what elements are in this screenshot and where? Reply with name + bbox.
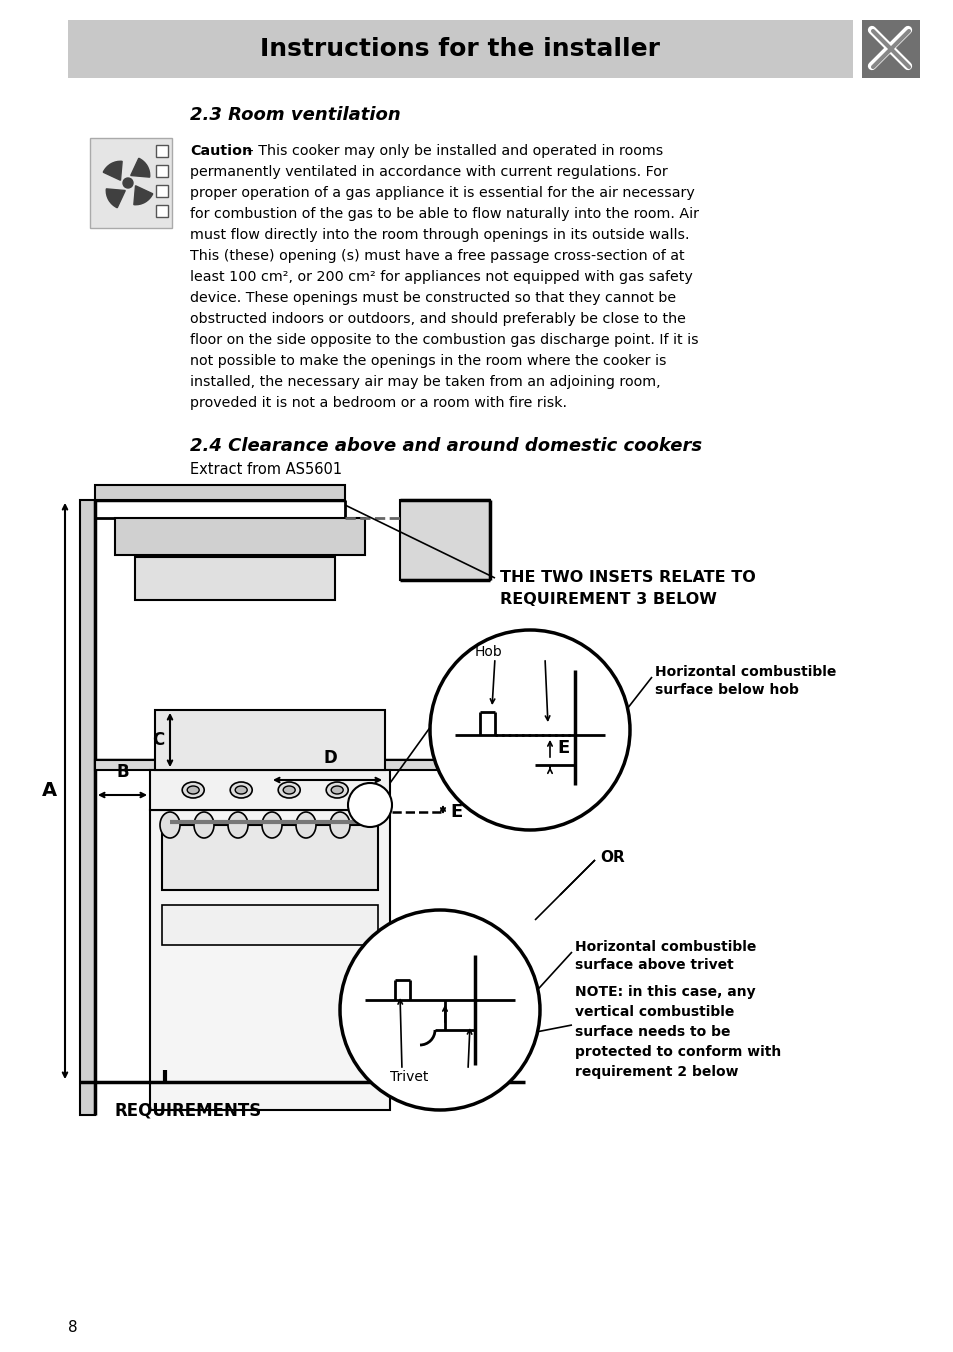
Text: obstructed indoors or outdoors, and should preferably be close to the: obstructed indoors or outdoors, and shou… xyxy=(190,312,685,326)
Ellipse shape xyxy=(160,813,180,838)
Text: REQUIREMENTS: REQUIREMENTS xyxy=(115,1102,262,1119)
Ellipse shape xyxy=(235,786,247,794)
Ellipse shape xyxy=(182,781,204,798)
Text: surface needs to be: surface needs to be xyxy=(575,1025,730,1038)
Bar xyxy=(135,557,335,600)
Wedge shape xyxy=(133,185,152,204)
Wedge shape xyxy=(106,189,125,208)
Text: Horizontal combustible: Horizontal combustible xyxy=(575,940,756,955)
Text: must flow directly into the room through openings in its outside walls.: must flow directly into the room through… xyxy=(190,228,689,242)
Text: proveded it is not a bedroom or a room with fire risk.: proveded it is not a bedroom or a room w… xyxy=(190,396,566,410)
Text: Instructions for the installer: Instructions for the installer xyxy=(260,37,659,61)
Ellipse shape xyxy=(330,813,350,838)
Text: D: D xyxy=(323,749,336,767)
Text: Extract from AS5601: Extract from AS5601 xyxy=(190,462,342,477)
Ellipse shape xyxy=(193,813,213,838)
Text: 2.3 Room ventilation: 2.3 Room ventilation xyxy=(190,105,400,124)
Bar xyxy=(156,185,168,197)
Text: for combustion of the gas to be able to flow naturally into the room. Air: for combustion of the gas to be able to … xyxy=(190,207,699,220)
Text: surface above trivet: surface above trivet xyxy=(575,959,733,972)
Ellipse shape xyxy=(228,813,248,838)
Text: THE TWO INSETS RELATE TO: THE TWO INSETS RELATE TO xyxy=(499,571,755,585)
Ellipse shape xyxy=(278,781,300,798)
Bar xyxy=(95,760,490,771)
Text: installed, the necessary air may be taken from an adjoining room,: installed, the necessary air may be take… xyxy=(190,375,659,389)
Wedge shape xyxy=(131,158,150,177)
Bar xyxy=(80,500,95,1115)
Bar xyxy=(162,825,377,890)
Ellipse shape xyxy=(326,781,348,798)
Ellipse shape xyxy=(187,786,199,794)
Text: 2.4 Clearance above and around domestic cookers: 2.4 Clearance above and around domestic … xyxy=(190,437,701,456)
Ellipse shape xyxy=(295,813,315,838)
Text: E: E xyxy=(557,740,569,757)
Text: surface below hob: surface below hob xyxy=(655,683,798,698)
Bar xyxy=(90,138,172,228)
Bar xyxy=(150,810,390,1110)
Text: Caution: Caution xyxy=(190,145,252,158)
Ellipse shape xyxy=(230,781,252,798)
Text: E: E xyxy=(450,803,462,821)
Text: protected to conform with: protected to conform with xyxy=(575,1045,781,1059)
Circle shape xyxy=(348,783,392,827)
Text: C: C xyxy=(152,731,164,749)
Circle shape xyxy=(123,178,132,188)
Bar xyxy=(154,710,385,771)
Bar xyxy=(150,771,390,810)
Text: – This cooker may only be installed and operated in rooms: – This cooker may only be installed and … xyxy=(242,145,662,158)
Text: least 100 cm², or 200 cm² for appliances not equipped with gas safety: least 100 cm², or 200 cm² for appliances… xyxy=(190,270,692,284)
Text: Hob: Hob xyxy=(475,645,502,658)
Text: not possible to make the openings in the room where the cooker is: not possible to make the openings in the… xyxy=(190,354,666,368)
Text: 8: 8 xyxy=(68,1320,77,1334)
Circle shape xyxy=(430,630,629,830)
Ellipse shape xyxy=(283,786,294,794)
Wedge shape xyxy=(103,161,122,180)
Bar xyxy=(115,518,365,556)
Bar xyxy=(156,206,168,218)
Text: Horizontal combustible: Horizontal combustible xyxy=(655,665,836,679)
Circle shape xyxy=(339,910,539,1110)
Bar xyxy=(156,165,168,177)
Text: A: A xyxy=(42,781,57,800)
Text: requirement 2 below: requirement 2 below xyxy=(575,1065,738,1079)
Text: vertical combustible: vertical combustible xyxy=(575,1005,734,1019)
Ellipse shape xyxy=(262,813,282,838)
Text: B: B xyxy=(116,763,129,781)
Bar xyxy=(95,485,345,500)
Text: REQUIREMENT 3 BELOW: REQUIREMENT 3 BELOW xyxy=(499,592,716,607)
Bar xyxy=(156,145,168,157)
Text: device. These openings must be constructed so that they cannot be: device. These openings must be construct… xyxy=(190,291,676,306)
Text: OR: OR xyxy=(599,850,624,865)
Bar xyxy=(162,904,377,945)
Text: This (these) opening (s) must have a free passage cross-section of at: This (these) opening (s) must have a fre… xyxy=(190,249,684,264)
Text: permanently ventilated in accordance with current regulations. For: permanently ventilated in accordance wit… xyxy=(190,165,667,178)
Text: NOTE: in this case, any: NOTE: in this case, any xyxy=(575,986,755,999)
Ellipse shape xyxy=(331,786,343,794)
Text: proper operation of a gas appliance it is essential for the air necessary: proper operation of a gas appliance it i… xyxy=(190,187,694,200)
Text: Trivet: Trivet xyxy=(390,1069,428,1084)
Bar xyxy=(399,500,490,580)
Bar xyxy=(68,20,852,78)
Text: floor on the side opposite to the combustion gas discharge point. If it is: floor on the side opposite to the combus… xyxy=(190,333,698,347)
Bar xyxy=(862,20,919,78)
